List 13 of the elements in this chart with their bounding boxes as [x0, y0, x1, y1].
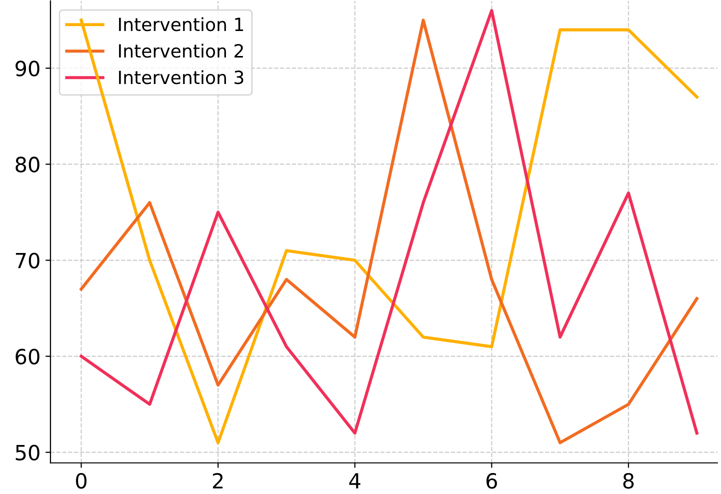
x-tick-label: 6: [486, 472, 497, 489]
y-tick-label: 90: [16, 60, 40, 76]
y-tick-label: 70: [16, 252, 40, 268]
x-tick-label: 2: [212, 472, 223, 488]
y-tick-label: 80: [16, 156, 40, 172]
legend-label: Intervention 2: [119, 44, 243, 58]
legend-label: Intervention 3: [119, 70, 244, 84]
y-tick-label: 60: [16, 348, 40, 364]
legend-label: Intervention 1: [119, 17, 244, 32]
y-tick-label: 50: [16, 444, 40, 461]
x-tick-label: 8: [623, 472, 634, 489]
x-tick-label: 0: [76, 472, 86, 489]
x-tick-label: 4: [349, 473, 360, 488]
